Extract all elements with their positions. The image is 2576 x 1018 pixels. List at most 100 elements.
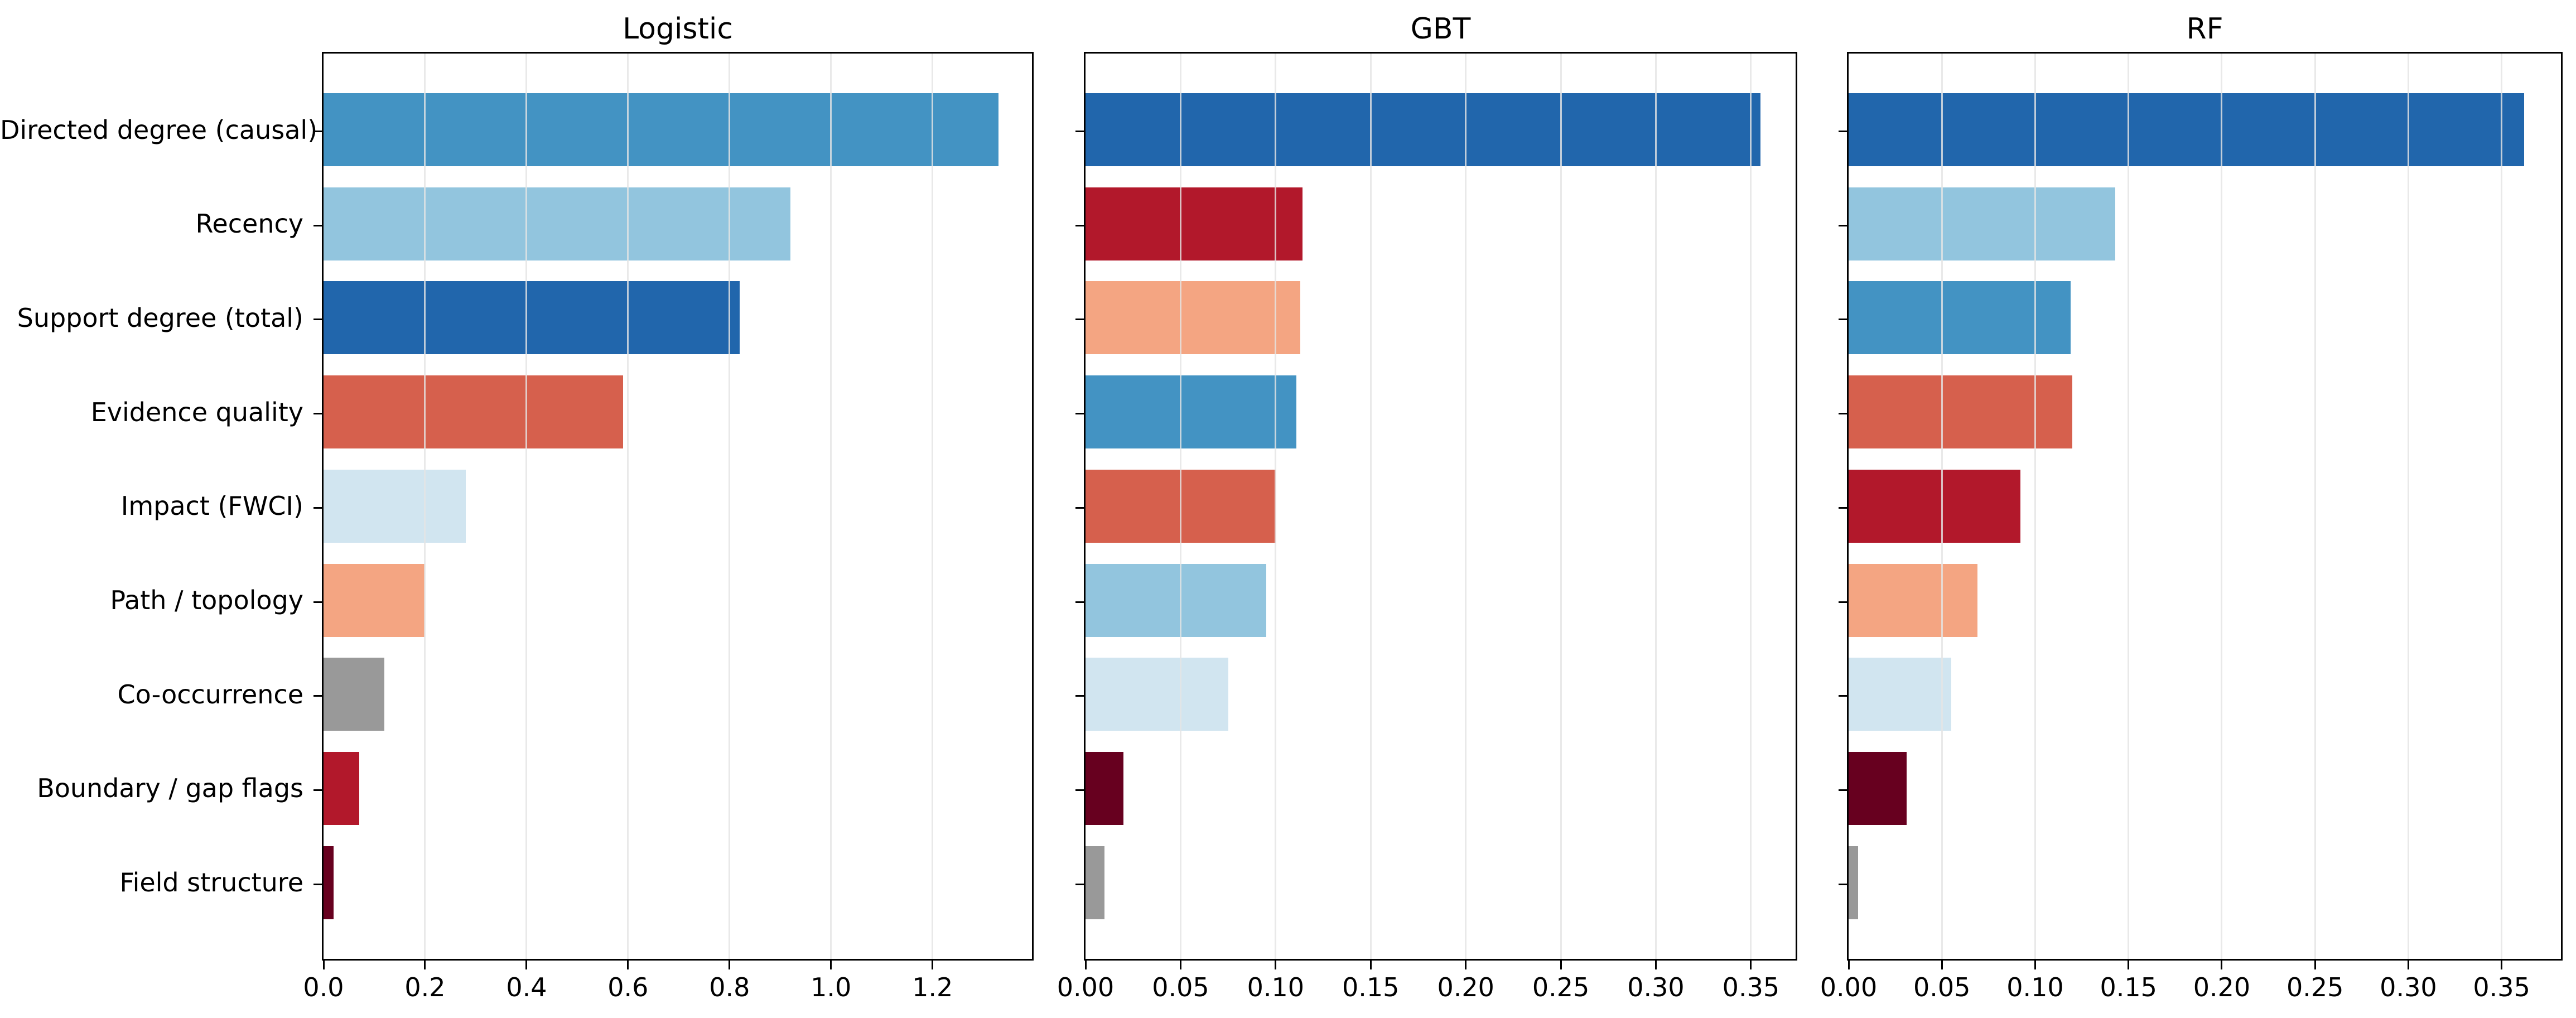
y-tick: [1075, 224, 1084, 226]
x-tick-label: 0.20: [2193, 972, 2251, 1002]
chart-title-logistic: Logistic: [623, 12, 733, 46]
bar: [1086, 846, 1105, 919]
y-axis-label: Field structure: [119, 867, 303, 898]
gridline: [1465, 54, 1467, 959]
bar: [1849, 751, 1907, 825]
x-tick-label: 0.15: [2100, 972, 2157, 1002]
gridline: [1654, 54, 1657, 959]
gridline: [932, 54, 934, 959]
y-tick: [313, 224, 322, 226]
bar: [1086, 93, 1760, 166]
bar: [1849, 281, 2071, 355]
x-tick-label: 0.30: [2380, 972, 2437, 1002]
bar: [1849, 187, 2116, 260]
x-tick: [1560, 961, 1562, 969]
x-tick-label: 0.00: [1057, 972, 1115, 1002]
bar: [1849, 469, 2020, 543]
x-tick: [2407, 961, 2409, 969]
x-tick: [1275, 961, 1277, 969]
gridline: [2501, 54, 2503, 959]
y-axis-label: Boundary / gap flags: [37, 773, 303, 804]
y-tick: [313, 695, 322, 697]
y-tick: [1075, 319, 1084, 321]
x-tick-label: 0.25: [1532, 972, 1590, 1002]
x-tick: [2501, 961, 2503, 969]
y-tick: [1075, 695, 1084, 697]
bar: [1086, 469, 1276, 543]
plot-area-logistic: 0.0 0.2 0.4 0.6 0.8 1.0 1.2: [303, 52, 1034, 1001]
bar: [324, 93, 998, 166]
y-tick: [1075, 131, 1084, 132]
bar: [1849, 658, 1951, 731]
bar: [1849, 93, 2524, 166]
chart-title-gbt: GBT: [1410, 12, 1471, 46]
y-tick: [1839, 789, 1847, 791]
y-tick: [1075, 506, 1084, 509]
x-tick: [627, 961, 629, 969]
x-tick-label: 0.35: [2473, 972, 2530, 1002]
y-tick: [313, 413, 322, 415]
bar: [324, 375, 623, 449]
x-tick-label: 0.25: [2286, 972, 2344, 1002]
x-tick: [1847, 961, 1850, 969]
y-tick: [1075, 413, 1084, 415]
x-tick: [932, 961, 934, 969]
gridline: [1369, 54, 1372, 959]
x-tick-label: 0.35: [1722, 972, 1780, 1002]
x-tick-label: 0.05: [1913, 972, 1971, 1002]
x-tick-label: 0.8: [709, 972, 750, 1002]
x-tick-label: 0.0: [303, 972, 344, 1002]
gridline: [1560, 54, 1562, 959]
x-tick: [2221, 961, 2223, 969]
y-axis-label: Directed degree (causal): [0, 114, 318, 145]
x-tick: [1941, 961, 1943, 969]
bar: [324, 281, 740, 355]
x-tick: [1750, 961, 1752, 969]
bar: [324, 187, 790, 260]
x-tick: [2314, 961, 2316, 969]
x-tick: [424, 961, 426, 969]
bar: [324, 469, 466, 543]
bar: [324, 563, 425, 637]
x-tick-label: 0.05: [1152, 972, 1209, 1002]
x-tick: [1465, 961, 1467, 969]
y-tick: [1839, 695, 1847, 697]
bar: [324, 751, 359, 825]
y-tick: [1839, 883, 1847, 885]
gridline: [2314, 54, 2316, 959]
plot-inner: [324, 54, 1032, 959]
y-tick: [313, 506, 322, 509]
x-tick-label: 0.15: [1342, 972, 1400, 1002]
bar: [1086, 563, 1266, 637]
y-tick: [313, 789, 322, 791]
x-tick-label: 0.00: [1820, 972, 1878, 1002]
y-tick: [1075, 789, 1084, 791]
bar: [1849, 375, 2073, 449]
y-tick: [313, 601, 322, 603]
plot-inner: [1849, 54, 2561, 959]
y-axis-label: Recency: [195, 209, 303, 239]
y-tick: [313, 319, 322, 321]
x-tick-label: 0.10: [2006, 972, 2064, 1002]
y-tick: [1839, 413, 1847, 415]
bar: [1086, 187, 1303, 260]
x-tick-label: 0.30: [1627, 972, 1685, 1002]
x-tick-label: 0.10: [1247, 972, 1305, 1002]
bar: [324, 846, 334, 919]
y-axis-label: Co-occurrence: [117, 679, 304, 710]
y-axis-label: Path / topology: [110, 585, 303, 615]
bar: [1086, 658, 1228, 731]
x-tick: [1084, 961, 1087, 969]
bar: [1849, 563, 1977, 637]
y-tick: [1839, 601, 1847, 603]
y-tick: [1839, 506, 1847, 509]
y-tick: [313, 883, 322, 885]
gridline: [1750, 54, 1752, 959]
y-axis-label: Evidence quality: [90, 397, 303, 427]
bar: [1086, 751, 1124, 825]
y-tick: [1075, 601, 1084, 603]
y-tick: [1839, 319, 1847, 321]
x-tick: [525, 961, 528, 969]
x-tick: [2034, 961, 2036, 969]
gridline: [830, 54, 832, 959]
